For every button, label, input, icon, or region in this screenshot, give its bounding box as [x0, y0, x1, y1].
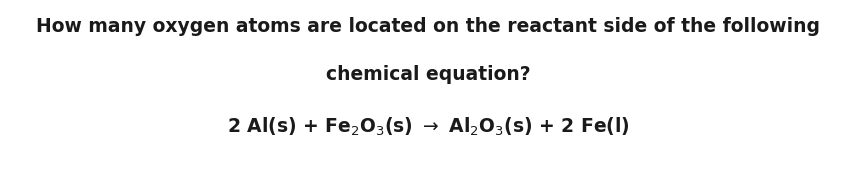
Text: How many oxygen atoms are located on the reactant side of the following: How many oxygen atoms are located on the…: [36, 17, 820, 36]
Text: chemical equation?: chemical equation?: [325, 65, 531, 84]
Text: 2 Al(s) + Fe$_2$O$_3$(s) $\rightarrow$ Al$_2$O$_3$(s) + 2 Fe(l): 2 Al(s) + Fe$_2$O$_3$(s) $\rightarrow$ A…: [227, 115, 629, 138]
